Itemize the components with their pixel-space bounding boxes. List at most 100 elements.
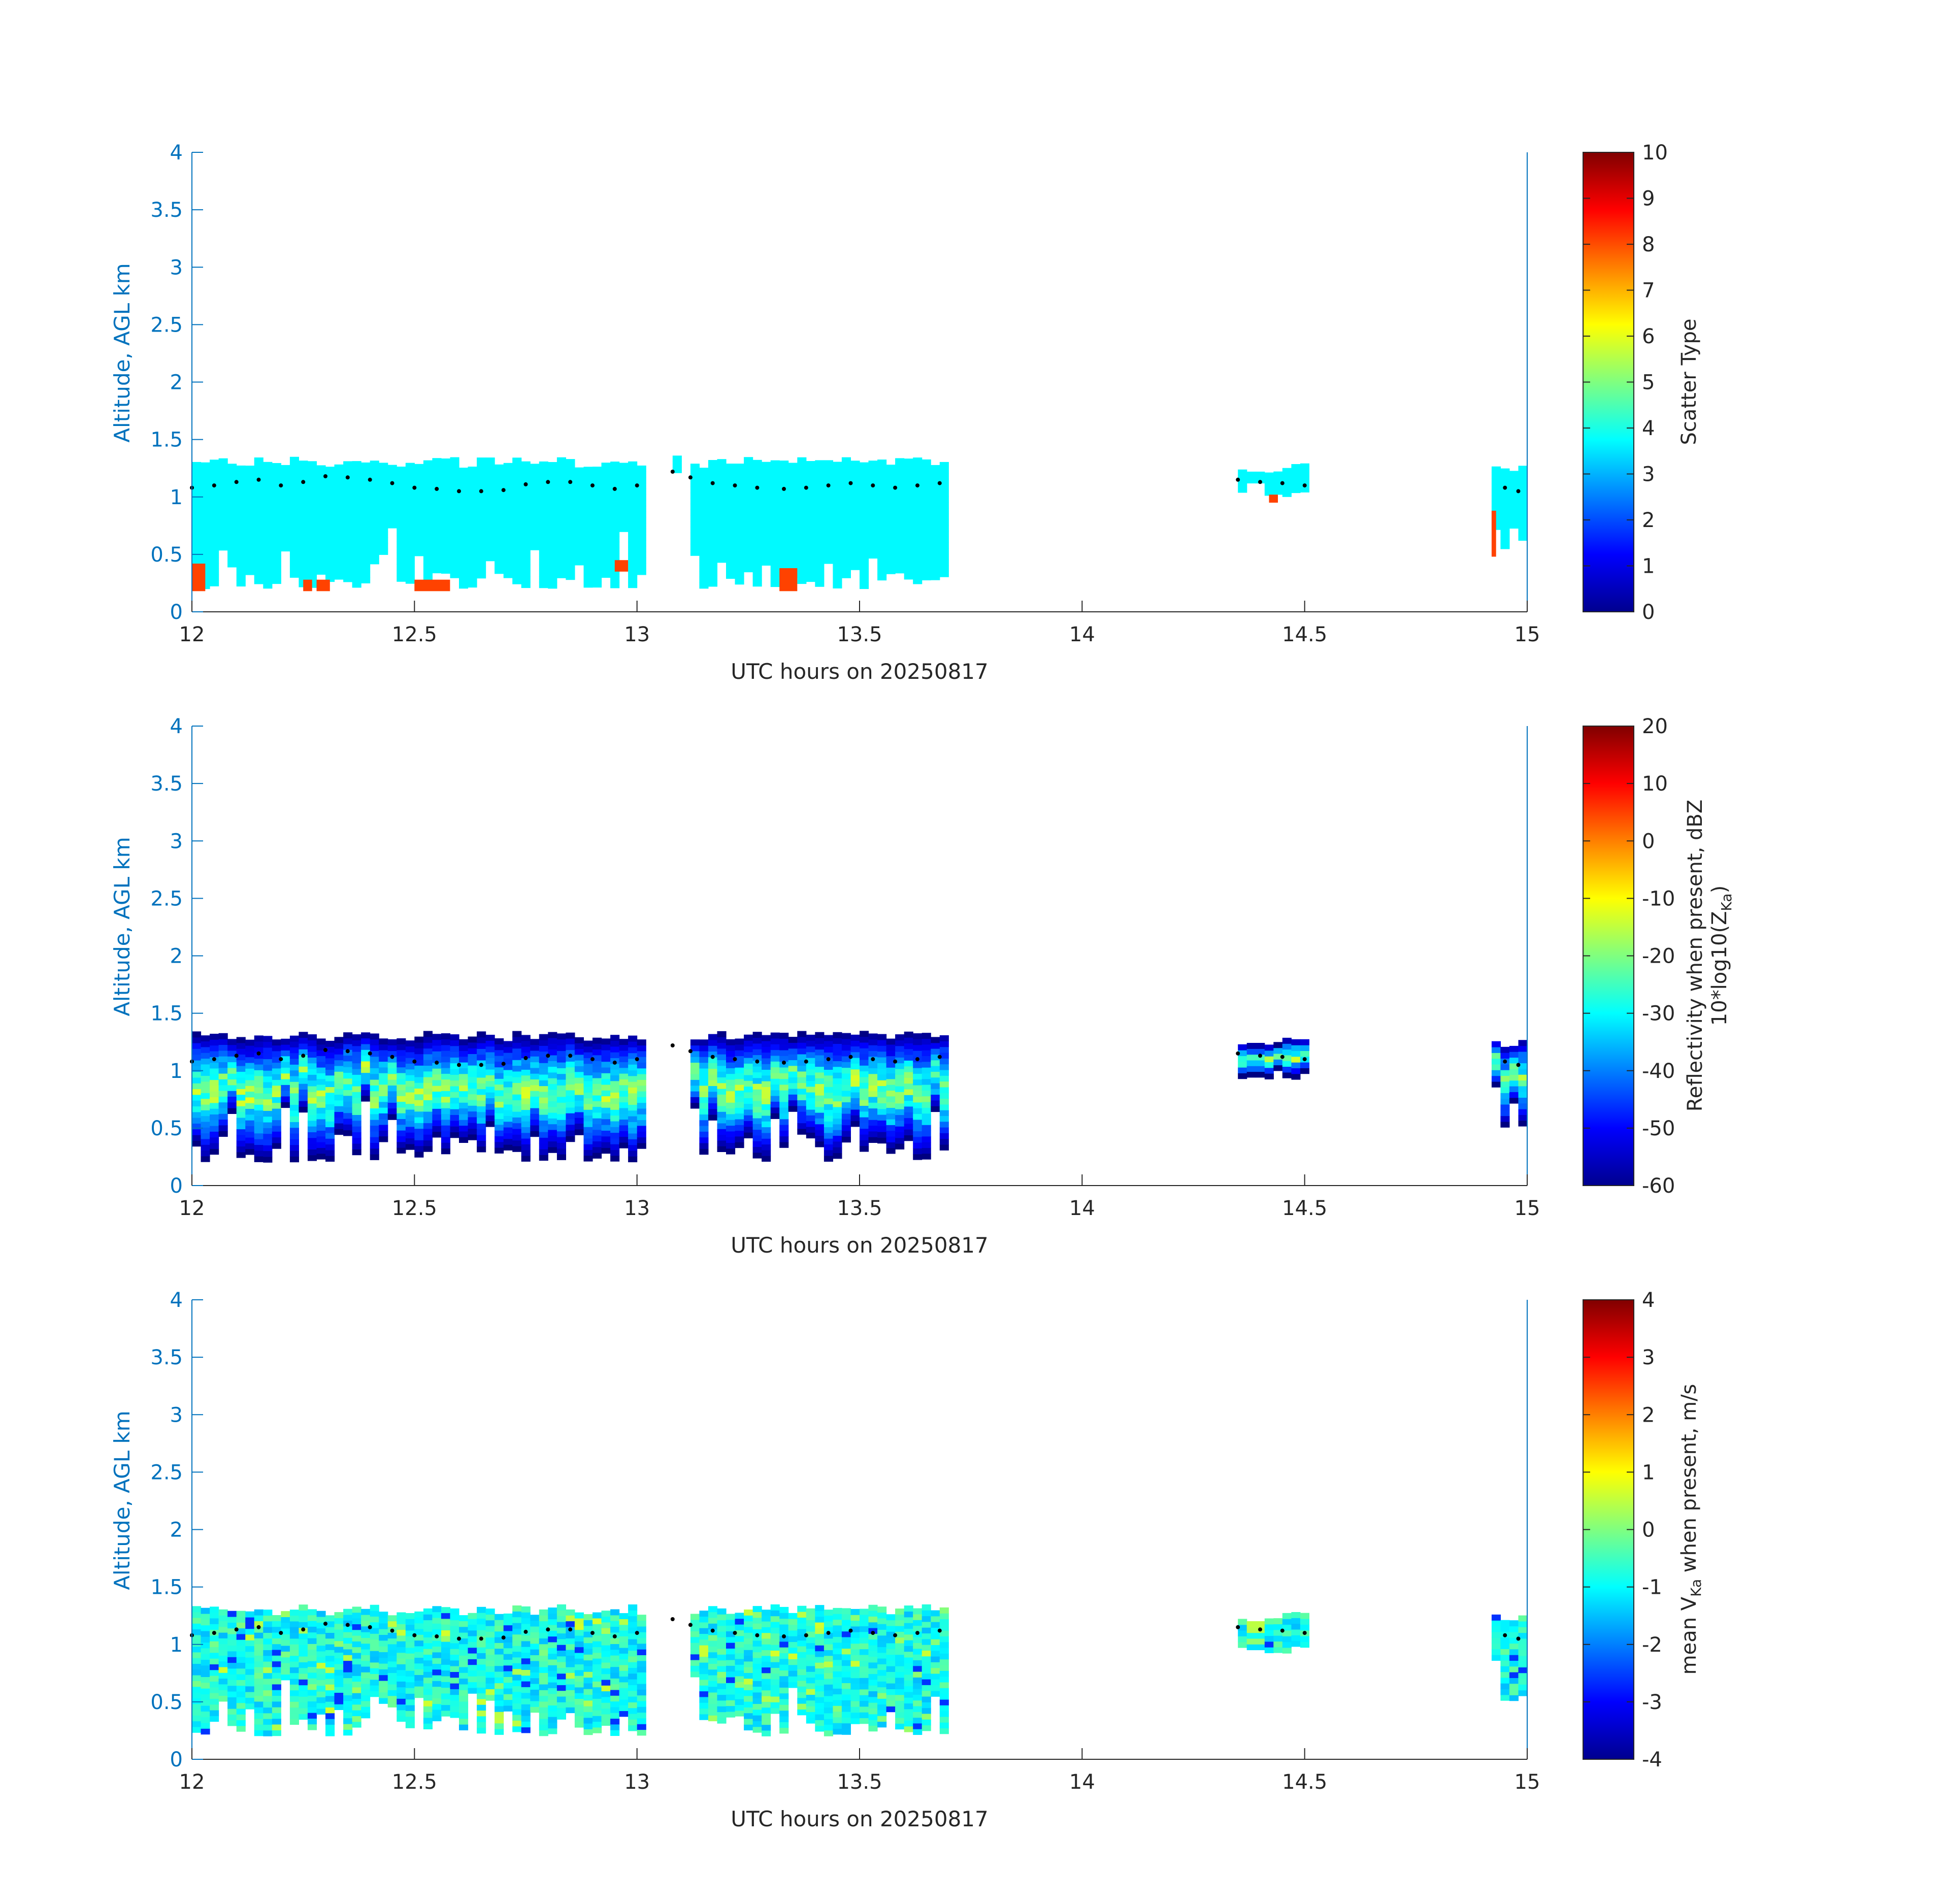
panel-2-heatmap-cell <box>423 1111 433 1118</box>
panel-3-heatmap-cell <box>833 1728 842 1735</box>
panel-1-heatmap-cell <box>263 462 273 468</box>
panel-1-heatmap-cell <box>218 504 228 511</box>
panel-1-heatmap-cell <box>593 576 602 582</box>
panel-3-heatmap-cell <box>397 1687 406 1693</box>
panel-3-heatmap-cell <box>459 1695 469 1702</box>
panel-1-heatmap-cell <box>877 494 887 500</box>
panel-1-heatmap-cell <box>343 490 353 496</box>
panel-2-heatmap-cell <box>921 1147 931 1154</box>
panel-2-heatmap-cell <box>904 1055 913 1061</box>
panel-1-heatmap-cell <box>637 546 646 552</box>
panel-3-heatmap-cell <box>289 1690 299 1696</box>
panel-1-heatmap-cell <box>201 462 210 469</box>
panel-3-heatmap-cell <box>708 1715 717 1722</box>
panel-1-heatmap-cell <box>548 473 557 480</box>
panel-2-heatmap-cell <box>762 1046 771 1053</box>
panel-3-heatmap-cell <box>574 1693 584 1699</box>
panel-2-heatmap-cell <box>931 1048 940 1055</box>
panel-2-heatmap-cell <box>1509 1063 1519 1069</box>
panel-2-heatmap-cell <box>931 1071 940 1078</box>
panel-2-heatmap-cell <box>503 1138 513 1145</box>
panel-1-heatmap-cell <box>307 496 317 502</box>
panel-2-heatmap-cell <box>913 1148 923 1155</box>
panel-3-heatmap-cell <box>485 1631 495 1638</box>
panel-3-heatmap-cell <box>432 1646 442 1653</box>
panel-3-heatmap-cell <box>397 1635 406 1642</box>
panel-1-heatmap-cell <box>272 578 281 584</box>
panel-2-heatmap-cell <box>824 1064 833 1070</box>
panel-2-heatmap-cell <box>530 1108 540 1114</box>
panel-1-heatmap-cell <box>361 543 371 549</box>
panel-2-heatmap-cell <box>548 1032 557 1038</box>
panel-1-heatmap-cell <box>628 513 638 519</box>
panel-2-heatmap-cell <box>601 1130 611 1137</box>
panel-3-heatmap-cell <box>566 1609 575 1616</box>
panel-1-heatmap-cell <box>583 530 593 536</box>
panel-1-heatmap-cell <box>770 517 780 524</box>
panel-1-heatmap-cell <box>1238 481 1247 487</box>
panel-3-heatmap-cell <box>503 1642 513 1649</box>
panel-2-heatmap-cell <box>610 1127 620 1133</box>
panel-1-heatmap-cell <box>405 566 415 573</box>
panel-2-heatmap-cell <box>566 1072 575 1079</box>
panel-1-heatmap-cell <box>806 530 815 536</box>
panel-1-heatmap-cell <box>833 565 842 571</box>
colorbar-tick-label: 7 <box>1642 279 1655 303</box>
panel-1-heatmap-cell <box>405 532 415 538</box>
panel-1-heatmap-cell <box>361 497 371 503</box>
panel-1-heatmap-cell <box>263 553 273 560</box>
panel-2-heatmap-cell <box>512 1145 522 1152</box>
panel-1-heatmap-cell <box>432 469 442 476</box>
panel-1-heatmap-cell <box>735 527 744 533</box>
panel-3-heatmap-cell <box>512 1605 522 1612</box>
cloud-base-marker <box>755 1059 760 1064</box>
panel-2-heatmap-cell <box>921 1153 931 1160</box>
panel-1-heatmap-cell <box>779 541 789 547</box>
panel-3-heatmap-cell <box>281 1611 290 1617</box>
panel-3-heatmap-cell <box>370 1685 379 1691</box>
panel-2-heatmap-cell <box>1273 1065 1283 1071</box>
cloud-base-marker <box>568 1054 573 1058</box>
panel-3-heatmap-cell <box>744 1626 753 1633</box>
panel-3-heatmap-cell <box>850 1620 860 1627</box>
panel-3-heatmap-cell <box>717 1654 727 1661</box>
panel-3-heatmap-cell <box>352 1716 361 1722</box>
panel-1-heatmap-cell <box>895 544 905 550</box>
panel-1-heatmap-cell <box>717 511 727 517</box>
panel-1-heatmap-cell <box>539 478 548 485</box>
panel-2-heatmap-cell <box>593 1141 602 1147</box>
panel-2-heatmap-cell <box>254 1104 264 1111</box>
panel-3-heatmap-cell <box>726 1614 736 1620</box>
panel-2-heatmap-cell <box>414 1140 424 1146</box>
panel-1-heatmap-cell <box>1491 466 1501 473</box>
panel-3-heatmap-cell <box>263 1644 273 1650</box>
panel-2-heatmap-cell <box>263 1081 273 1088</box>
panel-3-heatmap-cell <box>868 1720 878 1726</box>
panel-3-heatmap-cell <box>717 1625 727 1632</box>
panel-1-heatmap-cell <box>254 469 264 475</box>
panel-2-heatmap-cell <box>521 1127 531 1133</box>
panel-3-heatmap-cell <box>192 1623 202 1630</box>
panel-1-heatmap-cell <box>263 473 273 480</box>
panel-2-heatmap-cell <box>762 1127 771 1133</box>
panel-1-heatmap-cell <box>218 464 228 470</box>
panel-3-heatmap-cell <box>779 1710 789 1717</box>
panel-3-heatmap-cell <box>548 1653 557 1660</box>
panel-2-heatmap-cell <box>877 1063 887 1069</box>
panel-3-heatmap-cell <box>797 1675 807 1681</box>
panel-2-heatmap-cell <box>583 1098 593 1104</box>
panel-1-heatmap-cell <box>1500 480 1510 486</box>
panel-1-heatmap-cell <box>868 523 878 530</box>
panel-1-heatmap-cell <box>628 559 638 565</box>
panel-3-heatmap-cell <box>877 1710 887 1716</box>
panel-3-heatmap-cell <box>735 1664 744 1671</box>
panel-1-heatmap-cell <box>708 552 717 558</box>
panel-3-heatmap-cell <box>379 1646 388 1652</box>
panel-2-heatmap-cell <box>432 1057 442 1063</box>
panel-3-heatmap-cell <box>343 1632 353 1638</box>
panel-1-heatmap-cell <box>628 547 638 554</box>
panel-1-heatmap-cell <box>860 531 869 538</box>
panel-2-heatmap-cell <box>441 1142 450 1148</box>
panel-3-heatmap-cell <box>361 1655 371 1661</box>
panel-1-heatmap-cell <box>566 545 575 551</box>
